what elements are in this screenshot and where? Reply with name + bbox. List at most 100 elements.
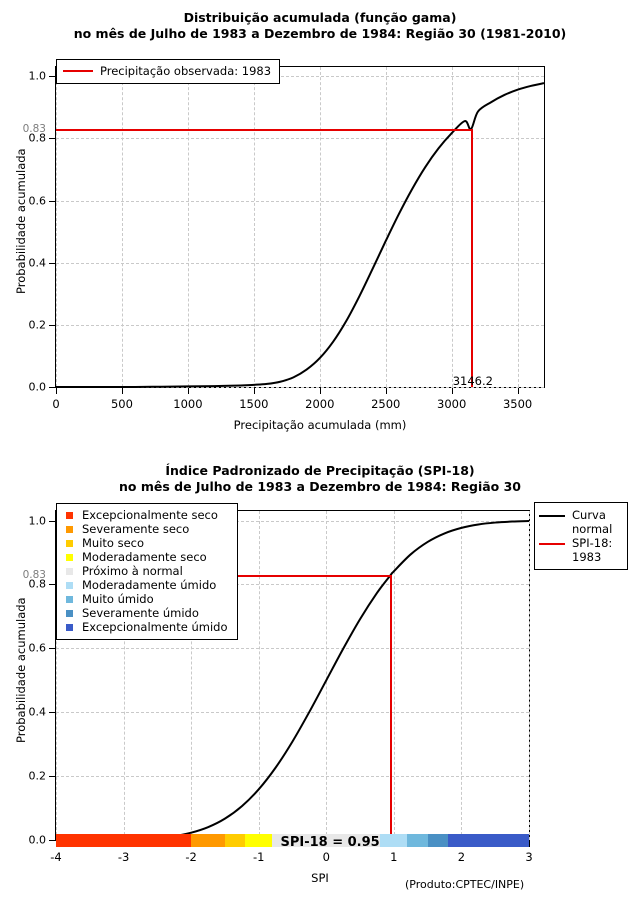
gamma-chart-panel: Distribuição acumulada (função gama) no …: [14, 10, 566, 432]
gridline-horizontal: [56, 200, 544, 202]
x-tick-mark: [187, 388, 189, 394]
gridline-vertical: [56, 67, 57, 387]
spi-class-legend-item: Muito seco: [57, 536, 227, 550]
chart1-x-axis-label: Precipitação acumulada (mm): [233, 418, 407, 432]
y-tick-label: 0.8: [28, 131, 47, 145]
x-tick-label: 1: [390, 850, 398, 864]
chart1-title: Distribuição acumulada (função gama): [183, 10, 457, 25]
legend-item-label: Precipitação observada: 1983: [100, 64, 272, 78]
gridline-vertical: [451, 67, 453, 387]
y-tick-label: 0.4: [28, 705, 47, 719]
color-swatch-icon: [66, 623, 73, 631]
spi-class-legend-item: Moderadamente úmido: [57, 578, 227, 592]
spi-class-legend-label: Moderadamente úmido: [82, 578, 217, 592]
y-tick-mark: [49, 76, 55, 78]
gridline-vertical: [326, 511, 328, 840]
y-tick-mark: [49, 324, 55, 326]
spi-class-legend-label: Severamente úmido: [82, 606, 199, 620]
chart2-title: Índice Padronizado de Precipitação (SPI-…: [165, 463, 475, 478]
y-tick-label: 0.8: [28, 577, 47, 591]
x-tick-label: -1: [252, 850, 265, 864]
legend-item-label: SPI-18: 1983: [572, 536, 613, 564]
color-swatch-icon: [66, 553, 73, 561]
spi-class-legend-item: Muito úmido: [57, 592, 227, 606]
color-swatch-icon: [66, 595, 73, 603]
highlight-vertical-line: [470, 129, 473, 387]
spi-class-legend-label: Excepcionalmente seco: [82, 508, 218, 522]
x-tick-label: 2: [457, 850, 466, 864]
spi-class-legend: Excepcionalmente seco Severamente seco Mui…: [56, 503, 239, 640]
y-tick-mark: [49, 520, 55, 522]
spi-class-segment: [191, 834, 225, 847]
spi-class-segment: [407, 834, 428, 847]
gridline-vertical: [385, 67, 387, 387]
y-tick-mark: [49, 262, 55, 264]
gridline-vertical: [121, 67, 123, 387]
x-tick-label: 3000: [437, 397, 467, 411]
spi-class-legend-label: Muito seco: [82, 536, 145, 550]
y-tick-label: 0.6: [28, 641, 47, 655]
gridline-horizontal: [56, 712, 529, 714]
spi-chart-panel: Índice Padronizado de Precipitação (SPI-…: [0, 455, 640, 900]
spi-class-legend-label: Moderadamente seco: [82, 550, 207, 564]
x-tick-mark: [451, 388, 453, 394]
spi-class-segment: [56, 834, 192, 847]
x-tick-label: -2: [185, 850, 197, 864]
gridline-horizontal: [56, 387, 544, 388]
chart1-legend: Precipitação observada: 1983: [56, 59, 281, 84]
spi-class-legend-item: Severamente seco: [57, 522, 227, 536]
color-swatch-icon: [66, 581, 73, 589]
chart2-highlight-y-label: 0.83: [22, 568, 46, 581]
spi-class-segment: [447, 834, 529, 847]
spi-class-legend-item: Excepcionalmente seco: [57, 508, 227, 522]
y-tick-label: 0.4: [28, 256, 47, 270]
x-tick-mark: [56, 388, 57, 394]
legend-line-icon: [539, 543, 565, 545]
gridline-vertical: [393, 511, 395, 840]
legend-item: SPI-18: 1983: [539, 536, 622, 564]
spi-class-segment: [272, 834, 381, 847]
x-tick-label: 0: [322, 850, 330, 864]
y-tick-label: 0.0: [28, 380, 47, 394]
chart2-title-block: Índice Padronizado de Precipitação (SPI-…: [0, 463, 640, 495]
product-credit: (Produto:CPTEC/INPE): [405, 878, 525, 891]
chart2-x-axis-label: SPI: [311, 871, 329, 885]
gridline-vertical: [56, 511, 57, 840]
gridline-horizontal: [56, 648, 529, 650]
x-tick-mark: [319, 388, 321, 394]
gridline-vertical: [253, 67, 255, 387]
gridline-horizontal: [56, 584, 529, 586]
x-tick-label: -4: [50, 850, 62, 864]
gridline-vertical: [258, 511, 260, 840]
x-tick-label: 3: [525, 850, 533, 864]
gridline-horizontal: [56, 76, 544, 78]
gridline-vertical: [191, 511, 193, 840]
gridline-vertical: [517, 67, 519, 387]
y-tick-mark: [49, 712, 55, 714]
gridline-vertical: [187, 67, 189, 387]
color-swatch-icon: [66, 539, 73, 547]
gridline-horizontal: [56, 324, 544, 326]
spi-class-legend-item: Próximo à normal: [57, 564, 227, 578]
y-tick-label: 1.0: [28, 69, 47, 83]
y-tick-mark: [49, 648, 55, 650]
x-tick-mark: [121, 388, 123, 394]
gridline-horizontal: [56, 262, 544, 264]
spi-class-segment: [224, 834, 246, 847]
x-tick-label: 1500: [239, 397, 269, 411]
x-tick-label: -3: [117, 850, 130, 864]
gridline-vertical: [461, 511, 463, 840]
gridline-horizontal: [56, 520, 529, 522]
y-tick-mark: [49, 138, 55, 140]
chart2-plot-area: SPI-18 = 0.95 Excepcionalmente seco Sever…: [55, 503, 530, 850]
spi-class-legend-label: Severamente seco: [82, 522, 190, 536]
spi-value-annotation: SPI-18 = 0.95: [280, 835, 380, 850]
y-tick-label: 0.2: [28, 318, 47, 332]
color-swatch-icon: [66, 525, 73, 533]
spi-class-legend-label: Excepcionalmente úmido: [82, 620, 228, 634]
chart1-gamma-curve: [55, 82, 545, 389]
color-swatch-icon: [66, 511, 73, 519]
gridline-horizontal: [56, 776, 529, 778]
gridline-vertical: [319, 67, 321, 387]
spi-class-legend-item: Moderadamente seco: [57, 550, 227, 564]
